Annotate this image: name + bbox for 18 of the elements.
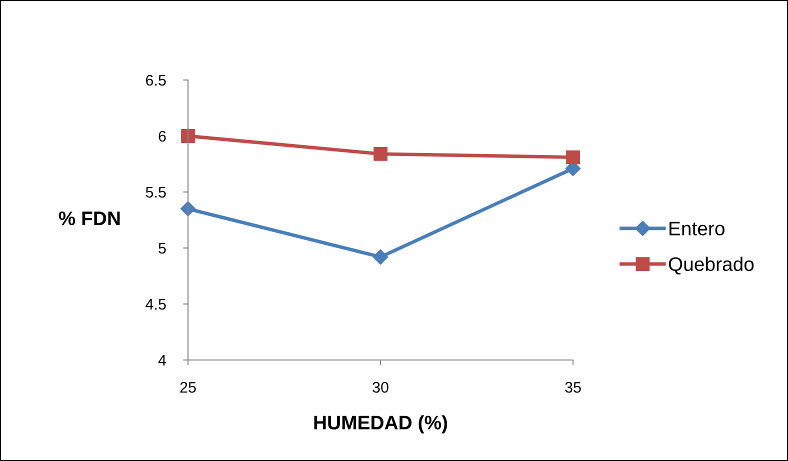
point [566, 150, 580, 164]
y-tick-label: 5 [158, 243, 166, 254]
x-axis-title: HUMEDAD (%) [314, 415, 448, 434]
legend-label: Entero [670, 222, 724, 236]
point [181, 129, 195, 143]
legend-label: Quebrado [668, 256, 754, 275]
x-tick-label: 35 [565, 382, 581, 393]
point [374, 146, 388, 161]
point [372, 249, 388, 265]
y-tick-label: 4.5 [146, 299, 166, 310]
point [180, 201, 196, 216]
x-tick-label: 30 [372, 382, 388, 393]
x-tick-label: 25 [180, 382, 196, 393]
y-axis-title: % FDN [58, 212, 120, 226]
y-tick-label: 5.5 [146, 187, 166, 198]
y-tick-label: 6 [158, 130, 166, 142]
y-tick-label: 6.5 [146, 74, 166, 86]
y-tick-label: 4 [158, 355, 166, 366]
